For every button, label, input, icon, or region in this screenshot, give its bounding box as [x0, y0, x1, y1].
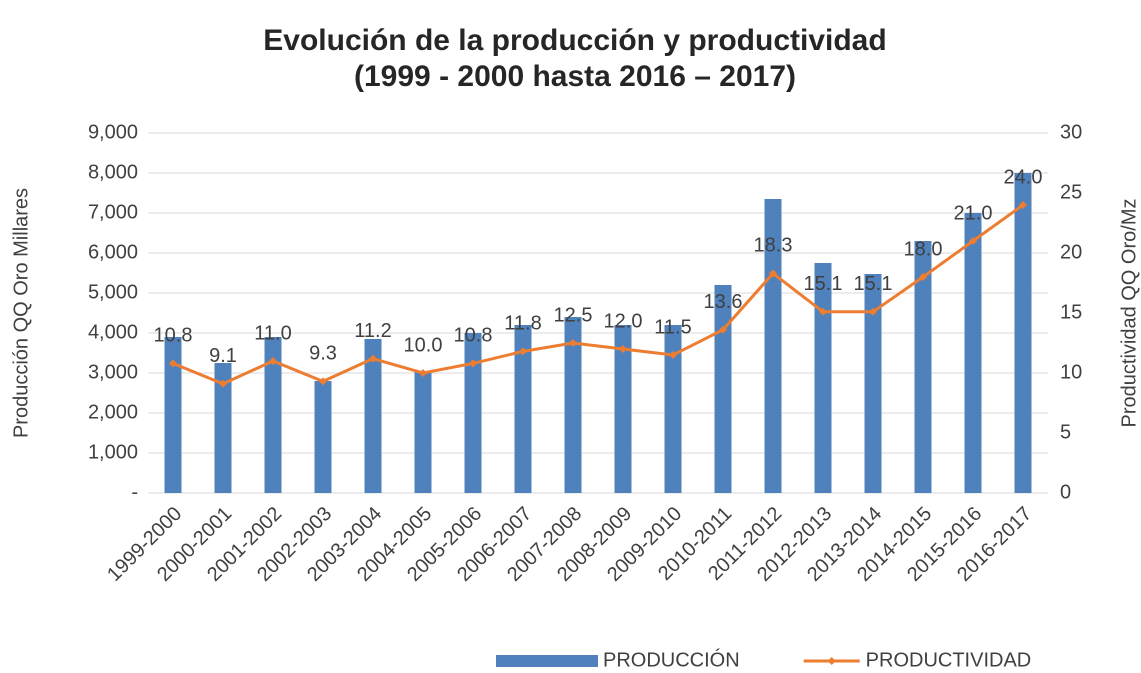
line-marker	[919, 273, 927, 281]
legend-marker	[827, 657, 836, 665]
line-marker	[369, 354, 377, 363]
y2-tick-label: 5	[1060, 421, 1071, 443]
data-label: 9.1	[209, 345, 237, 367]
chart-title: Evolución de la producción y productivid…	[263, 24, 886, 57]
bar	[664, 325, 682, 493]
data-label: 11.0	[254, 322, 291, 344]
line-marker	[319, 377, 327, 386]
y-tick-label: 5,000	[88, 281, 138, 303]
data-label: 11.2	[354, 320, 391, 342]
chart-subtitle: (1999 - 2000 hasta 2016 – 2017)	[354, 60, 796, 93]
bar	[564, 317, 582, 493]
bar	[614, 325, 632, 493]
y-tick-label: 2,000	[88, 401, 138, 423]
line-marker	[569, 339, 577, 347]
y-tick-label: 7,000	[88, 201, 138, 223]
y2-tick-label: 0	[1060, 481, 1071, 503]
data-label: 15.1	[854, 273, 893, 295]
line-marker	[769, 269, 777, 278]
y2-tick-label: 15	[1060, 301, 1082, 323]
line-marker	[469, 359, 477, 368]
y-tick-label: -	[131, 481, 138, 503]
line-marker	[719, 325, 727, 334]
y-tick-label: 4,000	[88, 321, 138, 343]
data-label: 18.0	[904, 238, 943, 260]
data-label: 12.5	[554, 304, 593, 326]
data-label: 10.8	[154, 325, 193, 347]
data-label: 10.8	[454, 325, 493, 347]
line-marker	[869, 307, 877, 316]
y-tick-label: 6,000	[88, 241, 138, 263]
y-tick-label: 3,000	[88, 361, 138, 383]
y2-tick-label: 30	[1060, 121, 1082, 143]
line-marker	[669, 351, 677, 359]
y-tick-label: 9,000	[88, 121, 138, 143]
bar	[864, 274, 882, 493]
line-marker	[219, 379, 227, 388]
line-marker	[269, 357, 277, 365]
legend-label: PRODUCCIÓN	[603, 648, 740, 671]
bar	[964, 213, 982, 493]
y2-tick-label: 20	[1060, 241, 1082, 263]
data-label: 15.1	[804, 273, 843, 295]
bar	[464, 333, 482, 493]
bar	[314, 381, 332, 493]
y-tick-label: 1,000	[88, 441, 138, 463]
data-label: 21.0	[954, 202, 993, 224]
y-tick-label: 8,000	[88, 161, 138, 183]
line-marker	[419, 369, 427, 377]
bar	[1014, 173, 1032, 493]
y2-axis-label: Productividad QQ Oro/Mz	[1118, 199, 1140, 428]
line-marker	[969, 237, 977, 245]
data-label: 24.0	[1004, 166, 1043, 188]
line-marker	[519, 347, 527, 356]
bar	[214, 363, 232, 493]
data-label: 11.5	[654, 316, 691, 338]
bar	[764, 199, 782, 493]
bar	[714, 285, 732, 493]
data-label: 18.3	[754, 235, 793, 257]
line-marker	[1019, 201, 1027, 209]
line-marker	[819, 307, 827, 316]
line-marker	[619, 345, 627, 353]
bar	[814, 263, 832, 493]
line	[172, 203, 1024, 386]
data-label: 12.0	[604, 310, 643, 332]
data-label: 9.3	[309, 343, 337, 365]
data-label: 10.0	[404, 334, 443, 356]
data-label: 13.6	[704, 291, 743, 313]
legend-swatch	[496, 655, 598, 667]
bar	[414, 371, 432, 493]
bar	[914, 241, 932, 493]
bar	[514, 325, 532, 493]
data-label: 11.8	[504, 313, 541, 335]
y2-tick-label: 10	[1060, 361, 1082, 383]
line-marker	[169, 359, 177, 368]
y2-tick-label: 25	[1060, 181, 1082, 203]
y-axis-label: Producción QQ Oro Millares	[10, 188, 32, 438]
legend-label: PRODUCTIVIDAD	[866, 649, 1032, 671]
bar	[364, 339, 382, 493]
bar	[164, 337, 182, 493]
bar	[264, 337, 282, 493]
